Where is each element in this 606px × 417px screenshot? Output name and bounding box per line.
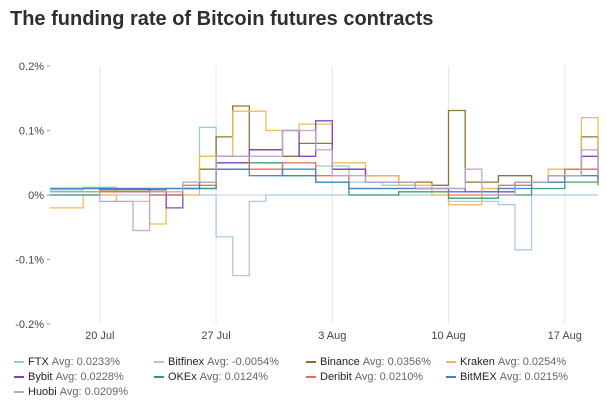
legend-swatch (14, 361, 24, 363)
legend-swatch (154, 376, 164, 378)
legend-swatch (446, 361, 456, 363)
line-chart: 0.2% 0.1% 0% -0.1% -0.2% 20 Jul 27 Jul 3 Aug 10… (15, 61, 599, 342)
legend-series-name: Huobi (28, 386, 57, 398)
y-tick-label: 0.1% (19, 126, 44, 138)
series-line-kraken (50, 110, 599, 225)
legend-item-bybit: Bybit Avg: 0.0228% (14, 371, 124, 383)
legend-series-name: OKEx (168, 371, 197, 383)
series-line-huobi (50, 129, 599, 232)
legend-series-name: FTX (28, 356, 49, 368)
series-line-bitfinex (50, 194, 598, 277)
legend-series-avg: Avg: 0.0228% (55, 371, 124, 383)
series-lines (50, 105, 599, 277)
legend-series-name: BitMEX (460, 371, 497, 383)
legend-series-avg: Avg: 0.0215% (499, 371, 568, 383)
x-tick-label: 27 Jul (201, 330, 230, 342)
y-tick-label: -0.1% (15, 255, 44, 267)
legend-series-avg: Avg: 0.0254% (497, 356, 567, 368)
chart-title: The funding rate of Bitcoin futures cont… (10, 8, 434, 30)
legend-swatch (14, 391, 24, 393)
legend-swatch (154, 361, 164, 363)
x-tick-label: 10 Aug (431, 330, 465, 342)
series-line-binance (50, 105, 599, 191)
legend-item-binance: Binance Avg: 0.0356% (306, 356, 431, 368)
x-tick-label: 20 Jul (85, 330, 114, 342)
series-line-okex (50, 162, 599, 199)
legend-series-avg: Avg: -0.0054% (207, 356, 280, 368)
legend-item-okex: OKEx Avg: 0.0124% (154, 371, 268, 383)
legend-series-name: Bitfinex (168, 356, 205, 368)
legend-series-avg: Avg: 0.0210% (354, 371, 424, 383)
legend-series-name: Kraken (460, 356, 495, 368)
legend-series-avg: Avg: 0.0233% (51, 356, 121, 368)
legend-swatch (14, 376, 24, 378)
legend-swatch (446, 376, 456, 378)
legend-item-bitfinex: Bitfinex Avg: -0.0054% (154, 356, 279, 368)
legend-swatch (306, 376, 316, 378)
y-tick-label: -0.2% (15, 319, 44, 331)
x-tick-label: 3 Aug (318, 330, 346, 342)
legend-item-deribit: Deribit Avg: 0.0210% (306, 371, 423, 383)
y-tick-label: 0.2% (19, 61, 44, 73)
legend-series-avg: Avg: 0.0356% (362, 356, 432, 368)
series-line-bitmex (50, 168, 599, 193)
legend-item-bitmex: BitMEX Avg: 0.0215% (446, 371, 568, 383)
legend-series-avg: Avg: 0.0209% (59, 386, 129, 398)
y-tick-label: 0% (28, 190, 44, 202)
legend-item-kraken: Kraken Avg: 0.0254% (446, 356, 566, 368)
legend-series-avg: Avg: 0.0124% (199, 371, 269, 383)
legend-series-name: Deribit (320, 371, 352, 383)
legend-item-ftx: FTX Avg: 0.0233% (14, 356, 120, 368)
legend-item-huobi: Huobi Avg: 0.0209% (14, 386, 128, 398)
legend-swatch (306, 361, 316, 363)
x-tick-label: 17 Aug (548, 330, 582, 342)
x-axis-ticks: 20 Jul 27 Jul 3 Aug 10 Aug 17 Aug (85, 330, 582, 342)
y-axis-ticks: 0.2% 0.1% 0% -0.1% -0.2% (15, 61, 50, 331)
legend-series-name: Bybit (28, 371, 53, 383)
legend-series-name: Binance (320, 356, 360, 368)
